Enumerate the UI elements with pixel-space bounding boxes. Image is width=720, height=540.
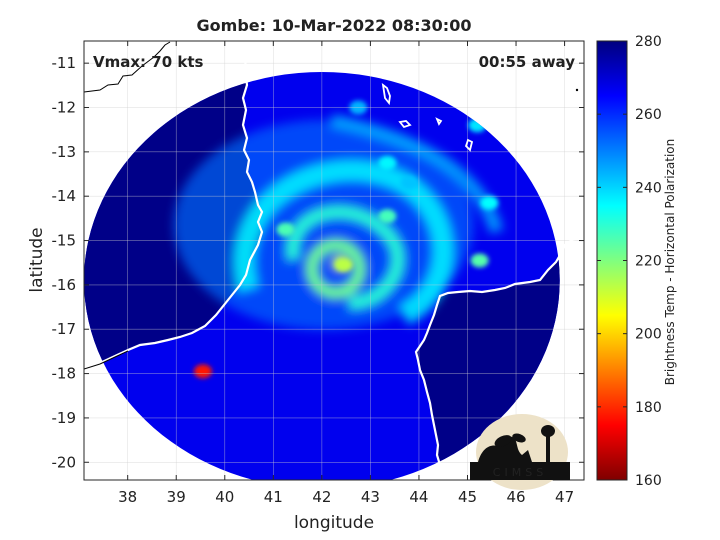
x-axis-label: longitude	[294, 513, 374, 533]
y-axis-ticks: -11 -12 -13 -14 -15 -16 -17 -18 -19 -20	[52, 54, 584, 471]
convective-cell-6	[480, 195, 499, 210]
island-comoros-4	[464, 138, 474, 152]
colorbar	[596, 40, 628, 481]
island-comoros-2	[398, 120, 412, 129]
x-tick-label: 39	[167, 488, 186, 506]
logo-tower	[546, 436, 550, 462]
x-tick-label: 43	[361, 488, 380, 506]
y-tick-label: -11	[52, 54, 77, 72]
logo-dish-1	[494, 435, 512, 447]
x-tick-label: 38	[118, 488, 137, 506]
x-tick-label: 44	[409, 488, 428, 506]
island-comoros-1	[381, 82, 391, 106]
axes-frame	[83, 40, 585, 481]
convective-cell-9	[400, 175, 419, 190]
x-axis-ticks: 38 39 40 41 42 43 44 45 46 47	[118, 41, 574, 506]
x-tick-label: 45	[458, 488, 477, 506]
cimss-logo: CIMSS	[470, 414, 570, 490]
logo-base	[470, 462, 570, 480]
cloud-blur	[173, 113, 504, 330]
cloud-layer	[173, 100, 504, 379]
y-tick-label: -15	[52, 232, 77, 250]
chart-title: Gombe: 10-Mar-2022 08:30:00	[197, 16, 472, 35]
colorbar-ticks: 160 180 200 220 240 260 280	[597, 34, 662, 489]
convective-cell-0	[276, 222, 295, 237]
y-tick-label: -12	[52, 99, 77, 117]
colorbar-tick-label: 240	[635, 180, 662, 196]
vmax-annotation: Vmax: 70 kts	[93, 53, 203, 71]
coastline-black	[84, 41, 171, 93]
coastline-group	[84, 41, 584, 480]
y-tick-label: -17	[52, 320, 77, 338]
coastline-madagascar	[414, 231, 584, 480]
convective-cell-4	[193, 364, 212, 379]
colorbar-tick-label: 180	[635, 400, 662, 416]
coastline-black-lower	[84, 350, 129, 370]
y-tick-label: -19	[52, 409, 77, 427]
coastline	[87, 41, 264, 370]
convective-cell-3	[334, 257, 353, 272]
colorbar-tick-label: 200	[635, 327, 662, 343]
convective-cell-1	[378, 209, 397, 224]
y-tick-label: -20	[52, 453, 77, 471]
colorbar-tick-label: 220	[635, 254, 662, 270]
convective-cell-2	[470, 253, 489, 268]
y-tick-label: -14	[52, 187, 77, 205]
logo-tower-tank	[541, 425, 555, 437]
colorbar-tick-label: 280	[635, 34, 662, 50]
colorbar-tick-label: 160	[635, 473, 662, 489]
island-east-1	[576, 248, 584, 261]
x-tick-label: 40	[215, 488, 234, 506]
time-away-annotation: 00:55 away	[479, 53, 576, 71]
logo-text: CIMSS	[493, 466, 547, 479]
y-tick-label: -13	[52, 143, 77, 161]
eyewall	[305, 238, 366, 299]
x-tick-label: 41	[264, 488, 283, 506]
colorbar-label: Brightness Temp - Horizontal Polarizatio…	[663, 139, 677, 386]
x-tick-label: 46	[506, 488, 525, 506]
spiral-band-inner	[285, 205, 405, 310]
island-comoros-3	[435, 117, 443, 126]
x-tick-label: 47	[555, 488, 574, 506]
y-tick-label: -18	[52, 365, 77, 383]
y-axis-label: latitude	[27, 227, 47, 292]
convective-cell-5	[378, 155, 397, 170]
logo-dish-2	[512, 433, 526, 443]
colorbar-tick-label: 260	[635, 107, 662, 123]
grid-lines	[84, 41, 584, 480]
x-tick-label: 42	[312, 488, 331, 506]
y-tick-label: -16	[52, 276, 77, 294]
convective-cells	[193, 100, 499, 379]
coast-dot	[575, 88, 579, 92]
logo-silhouette	[478, 436, 532, 462]
spiral-band-outer	[233, 159, 455, 325]
